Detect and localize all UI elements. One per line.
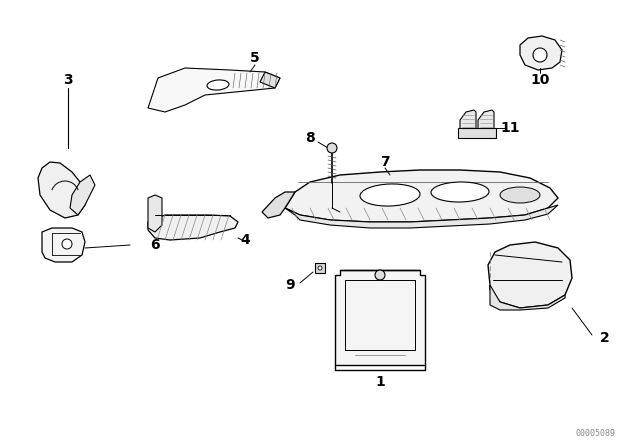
Polygon shape <box>42 228 85 262</box>
Polygon shape <box>488 242 572 308</box>
Polygon shape <box>148 68 280 112</box>
Polygon shape <box>148 195 162 232</box>
Ellipse shape <box>431 182 489 202</box>
Text: 7: 7 <box>380 155 390 169</box>
Circle shape <box>327 143 337 153</box>
Circle shape <box>62 239 72 249</box>
Text: 5: 5 <box>250 51 260 65</box>
Circle shape <box>375 270 385 280</box>
Polygon shape <box>285 170 558 222</box>
Polygon shape <box>262 192 295 218</box>
Polygon shape <box>460 110 476 138</box>
Polygon shape <box>520 36 562 70</box>
Text: 4: 4 <box>240 233 250 247</box>
Ellipse shape <box>207 80 229 90</box>
Text: 00005089: 00005089 <box>575 429 615 438</box>
Text: 1: 1 <box>375 375 385 389</box>
Text: 11: 11 <box>500 121 520 135</box>
Text: 8: 8 <box>305 131 315 145</box>
Text: 2: 2 <box>600 331 610 345</box>
Polygon shape <box>458 128 496 138</box>
Polygon shape <box>478 110 494 138</box>
Text: 3: 3 <box>63 73 73 87</box>
Text: 10: 10 <box>531 73 550 87</box>
Polygon shape <box>285 205 558 228</box>
Circle shape <box>533 48 547 62</box>
Circle shape <box>318 266 322 270</box>
Text: 9: 9 <box>285 278 295 292</box>
Polygon shape <box>70 175 95 215</box>
Polygon shape <box>38 162 88 218</box>
Polygon shape <box>315 263 325 273</box>
Text: 6: 6 <box>150 238 160 252</box>
Ellipse shape <box>360 184 420 206</box>
Polygon shape <box>260 72 280 88</box>
Ellipse shape <box>500 187 540 203</box>
Polygon shape <box>335 270 425 365</box>
Polygon shape <box>490 285 565 310</box>
Polygon shape <box>148 215 238 240</box>
